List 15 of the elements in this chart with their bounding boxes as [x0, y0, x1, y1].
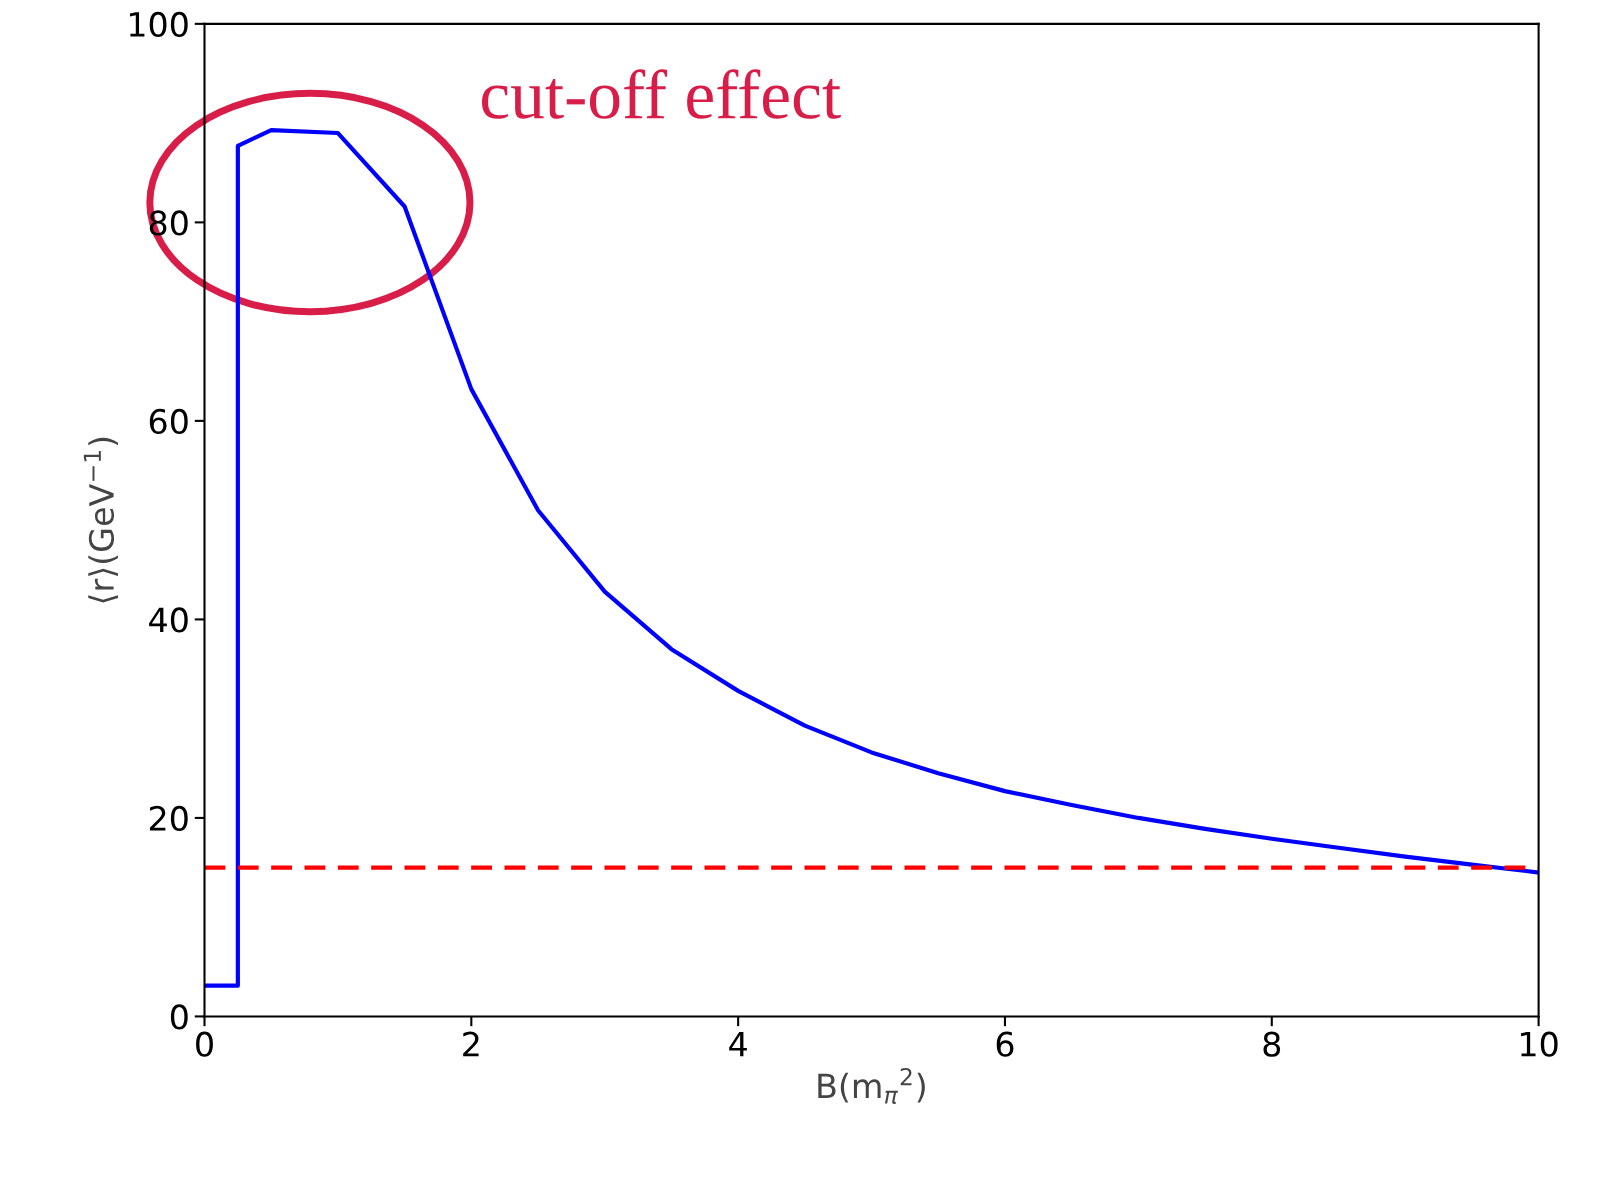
x-tick-label: 0: [196, 1031, 213, 1057]
y-axis-title: ⟨r⟩(GeV$^{−1}$): [83, 437, 118, 603]
x-axis-title: B(m$_{π}$$^{2}$): [818, 1067, 925, 1104]
x-tick-label: 8: [1263, 1031, 1281, 1057]
annotation: cut-off effect: [481, 69, 841, 119]
y-tick-label: 0: [170, 1004, 188, 1030]
line-series: [204, 127, 1539, 988]
x-tick-label: 4: [729, 1032, 747, 1057]
x-tick-label: 6: [996, 1031, 1014, 1057]
y-tick-label: 100: [129, 11, 188, 37]
y-tick-label: 40: [149, 607, 188, 633]
x-tick-label: 2: [463, 1031, 479, 1057]
x-tick-label: 10: [1521, 1031, 1558, 1057]
y-tick-label: 60: [149, 408, 188, 435]
y-tick-label: 20: [149, 805, 188, 832]
